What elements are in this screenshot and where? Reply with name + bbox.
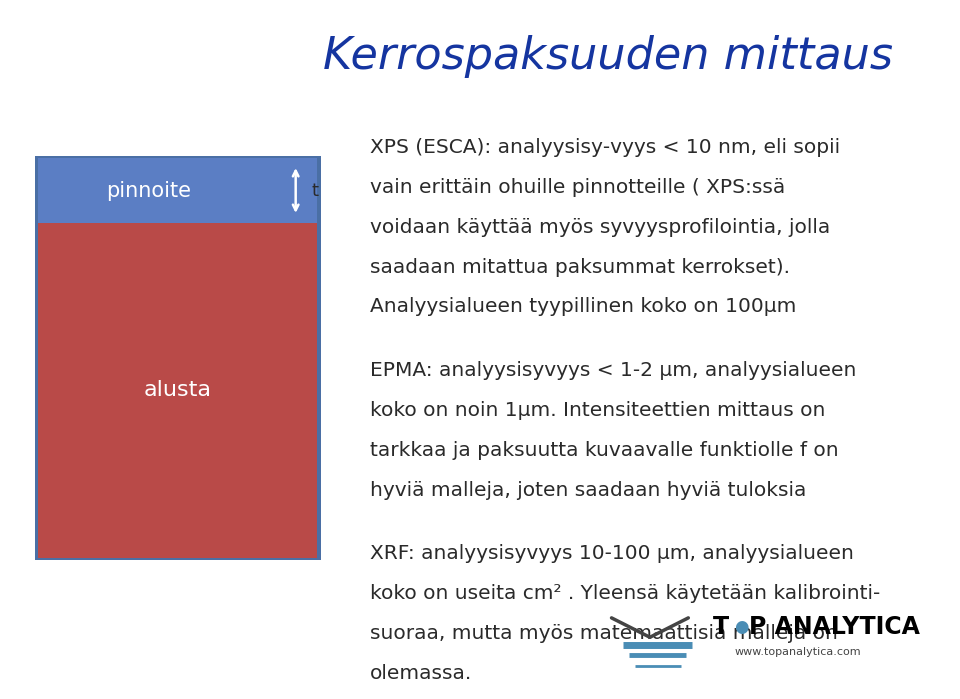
Text: P ANALYTICA: P ANALYTICA xyxy=(749,615,920,640)
Text: vain erittäin ohuille pinnotteille ( XPS:ssä: vain erittäin ohuille pinnotteille ( XPS… xyxy=(370,178,785,196)
Text: Analyysialueen tyypillinen koko on 100μm: Analyysialueen tyypillinen koko on 100μm xyxy=(370,298,796,317)
Bar xyxy=(38,223,317,558)
Bar xyxy=(38,158,317,223)
Text: ●: ● xyxy=(734,619,749,636)
Text: Kerrospaksuuden mittaus: Kerrospaksuuden mittaus xyxy=(323,35,893,78)
Text: EPMA: analyysisyvyys < 1-2 μm, analyysialueen: EPMA: analyysisyvyys < 1-2 μm, analyysia… xyxy=(370,361,856,380)
Text: olemassa.: olemassa. xyxy=(370,664,472,684)
Text: XPS (ESCA): analyysisy­vyys < 10 nm, eli sopii: XPS (ESCA): analyysisy­vyys < 10 nm, eli… xyxy=(370,138,840,157)
Text: EPMA: EPMA xyxy=(127,43,204,71)
Text: saadaan mitattua paksummat kerrokset).: saadaan mitattua paksummat kerrokset). xyxy=(370,257,789,277)
Text: voidaan käyttää myös syvyysprofilointia, jolla: voidaan käyttää myös syvyysprofilointia,… xyxy=(370,217,829,236)
Bar xyxy=(35,156,321,561)
Text: XRF: analyysisyvyys 10-100 μm, analyysialueen: XRF: analyysisyvyys 10-100 μm, analyysia… xyxy=(370,545,853,563)
Text: www.topanalytica.com: www.topanalytica.com xyxy=(734,647,861,657)
Text: alusta: alusta xyxy=(144,380,211,401)
Text: koko on noin 1μm. Intensiteettien mittaus on: koko on noin 1μm. Intensiteettien mittau… xyxy=(370,401,825,420)
Text: hyviä malleja, joten saadaan hyviä tuloksia: hyviä malleja, joten saadaan hyviä tulok… xyxy=(370,481,806,500)
Text: T: T xyxy=(713,615,730,640)
Text: tarkkaa ja paksuutta kuvaavalle funktiolle f on: tarkkaa ja paksuutta kuvaavalle funktiol… xyxy=(370,441,838,460)
Text: t: t xyxy=(312,182,319,199)
Text: koko on useita cm² . Yleensä käytetään kalibrointi-: koko on useita cm² . Yleensä käytetään k… xyxy=(370,584,880,603)
Text: suoraa, mutta myös matemaattisia malleja on: suoraa, mutta myös matemaattisia malleja… xyxy=(370,624,837,643)
Text: pinnoite: pinnoite xyxy=(107,180,191,201)
